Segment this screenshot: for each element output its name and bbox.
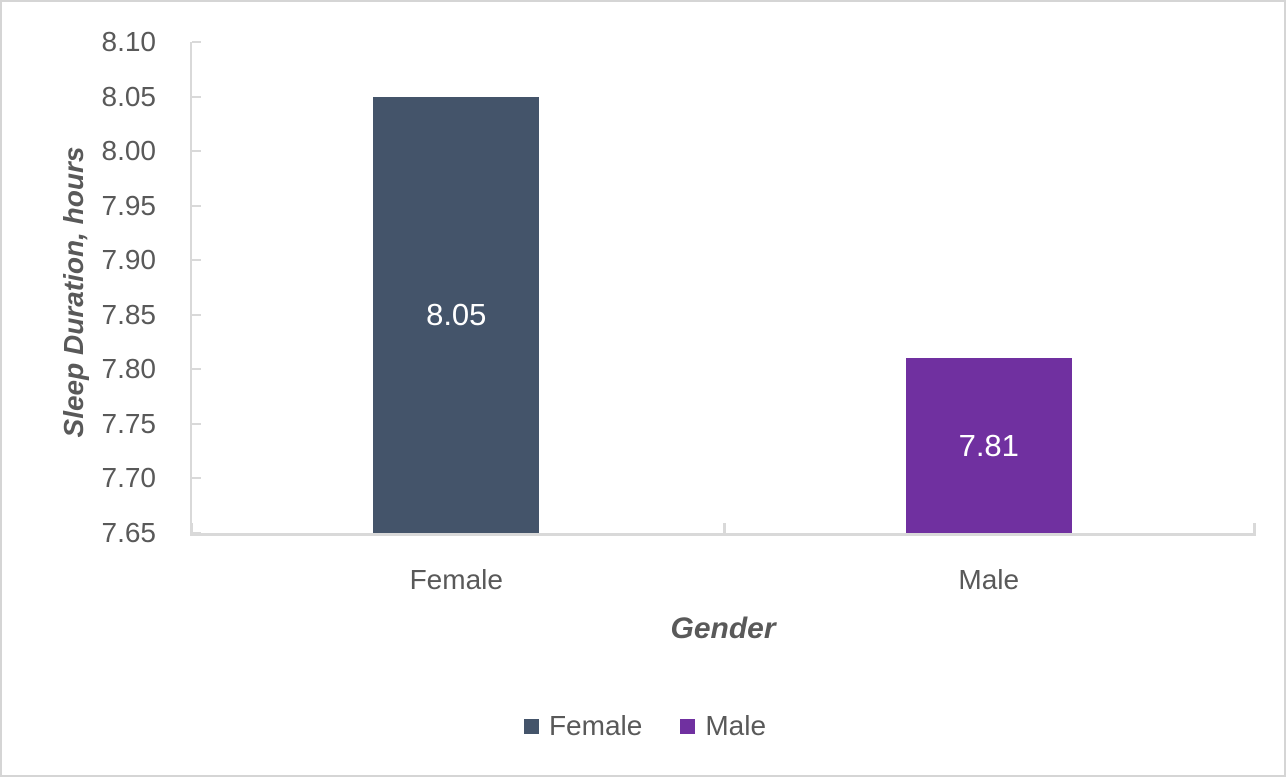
x-axis-line	[190, 533, 1256, 536]
y-tick-label: 7.90	[101, 244, 157, 276]
legend-label: Female	[548, 710, 643, 741]
bar-female: 8.05	[373, 96, 540, 533]
y-tick-mark	[192, 41, 201, 43]
y-tick-label: 7.95	[101, 189, 157, 221]
y-tick-label: 7.85	[101, 298, 157, 330]
category-label-male: Male	[958, 564, 1020, 595]
y-tick-mark	[192, 259, 201, 262]
y-tick-mark	[192, 477, 201, 480]
y-tick-label: 7.75	[101, 407, 157, 439]
y-tick-mark	[192, 532, 201, 534]
bar-data-label: 7.81	[958, 427, 1019, 463]
y-tick-label: 7.70	[101, 462, 157, 494]
x-tick-mark	[722, 523, 726, 534]
y-tick-mark	[192, 95, 201, 98]
legend-item-female: Female	[523, 710, 643, 742]
y-tick-label: 7.65	[101, 517, 157, 548]
legend-swatch-icon	[523, 718, 539, 734]
bar-data-label: 8.05	[426, 296, 487, 332]
x-tick-mark	[1253, 523, 1256, 534]
y-axis-title: Sleep Duration, hours	[58, 146, 89, 438]
y-tick-mark	[192, 204, 201, 207]
legend-swatch-icon	[680, 718, 696, 734]
legend: Female Male	[2, 710, 1286, 742]
y-tick-label: 8.00	[101, 135, 157, 167]
y-tick-mark	[192, 150, 201, 153]
legend-item-male: Male	[680, 710, 766, 742]
y-tick-mark	[192, 313, 201, 316]
legend-label: Male	[705, 710, 767, 741]
y-tick-mark	[192, 422, 201, 425]
bar-male: 7.81	[905, 358, 1072, 533]
category-label-female: Female	[409, 564, 503, 595]
y-tick-label: 7.80	[101, 353, 157, 385]
y-tick-label: 8.05	[101, 80, 157, 112]
x-axis-title: Gender	[670, 612, 776, 645]
y-tick-mark	[192, 368, 201, 371]
x-tick-mark	[190, 523, 193, 534]
y-axis-line	[190, 42, 192, 535]
y-tick-label: 8.10	[101, 26, 157, 57]
